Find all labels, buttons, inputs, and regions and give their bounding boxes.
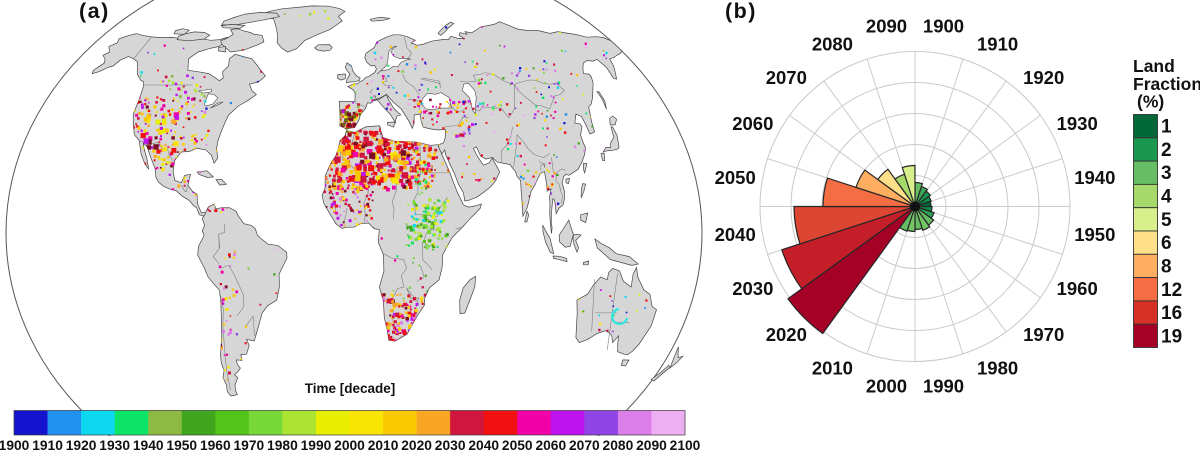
svg-text:1920: 1920 [66,438,97,453]
svg-text:1900: 1900 [923,16,964,37]
svg-text:2000: 2000 [334,438,365,453]
svg-text:2000: 2000 [866,375,907,396]
svg-text:(b): (b) [725,0,757,23]
svg-text:2010: 2010 [368,438,399,453]
svg-text:(%): (%) [1137,92,1164,112]
svg-text:2020: 2020 [766,324,807,345]
svg-text:2070: 2070 [766,67,807,88]
svg-text:1910: 1910 [977,33,1018,54]
svg-text:1970: 1970 [233,438,264,453]
svg-text:4: 4 [1161,187,1172,208]
svg-text:2100: 2100 [670,438,701,453]
svg-text:1950: 1950 [166,438,197,453]
svg-text:Time [decade]: Time [decade] [305,381,396,396]
svg-text:1900: 1900 [0,438,30,453]
svg-text:5: 5 [1161,210,1172,231]
svg-text:2040: 2040 [715,224,756,245]
svg-text:Fraction: Fraction [1133,74,1200,94]
svg-text:2060: 2060 [732,113,773,134]
svg-text:1: 1 [1161,117,1172,138]
svg-text:8: 8 [1161,256,1172,277]
svg-text:1990: 1990 [923,375,964,396]
svg-text:1970: 1970 [1023,324,1064,345]
svg-text:2090: 2090 [866,16,907,37]
svg-text:6: 6 [1161,233,1172,254]
svg-text:2070: 2070 [569,438,600,453]
svg-text:1910: 1910 [32,438,63,453]
svg-text:1930: 1930 [99,438,130,453]
svg-text:12: 12 [1161,280,1182,301]
svg-text:3: 3 [1161,163,1172,184]
svg-text:2080: 2080 [812,33,853,54]
svg-text:16: 16 [1161,303,1182,324]
svg-text:1960: 1960 [200,438,231,453]
svg-text:1940: 1940 [133,438,164,453]
svg-text:1930: 1930 [1057,113,1098,134]
svg-text:2030: 2030 [435,438,466,453]
svg-text:2060: 2060 [535,438,566,453]
svg-text:2020: 2020 [401,438,432,453]
svg-text:2090: 2090 [636,438,667,453]
svg-text:1950: 1950 [1074,224,1115,245]
svg-text:Land: Land [1133,56,1175,76]
svg-text:1920: 1920 [1023,67,1064,88]
svg-text:1960: 1960 [1057,278,1098,299]
svg-text:19: 19 [1161,326,1182,347]
svg-text:2010: 2010 [812,358,853,379]
svg-text:(a): (a) [79,0,110,23]
svg-text:1990: 1990 [301,438,332,453]
svg-text:2050: 2050 [502,438,533,453]
svg-text:1980: 1980 [267,438,298,453]
svg-text:2040: 2040 [468,438,499,453]
svg-text:1940: 1940 [1074,167,1115,188]
svg-text:2: 2 [1161,140,1172,161]
svg-text:1980: 1980 [977,358,1018,379]
svg-text:2050: 2050 [715,167,756,188]
svg-text:2080: 2080 [603,438,634,453]
svg-text:2030: 2030 [732,278,773,299]
